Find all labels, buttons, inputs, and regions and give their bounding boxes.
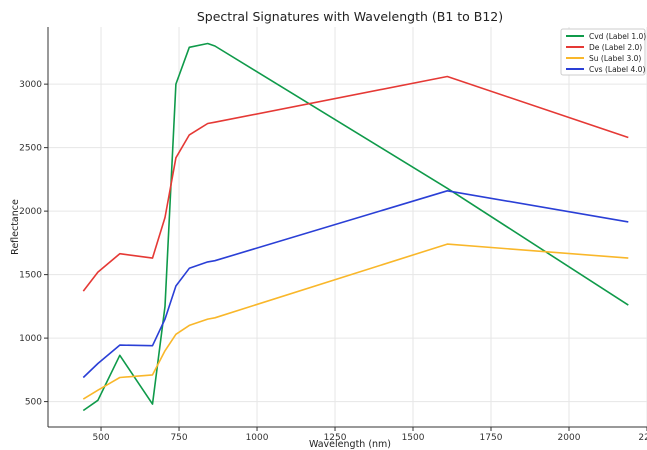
x-tick-label: 1500: [402, 433, 425, 443]
y-tick-label: 500: [25, 398, 42, 408]
x-tick-label: 1000: [246, 433, 269, 443]
grid: [48, 27, 647, 427]
x-tick-label: 1250: [324, 433, 347, 443]
y-axis-ticks: 500 1000 1500 2000 2500 3000: [19, 80, 48, 408]
legend-label-4: Cvs (Label 4.0): [589, 65, 645, 74]
series-line-3: [82, 243, 629, 400]
y-tick-label: 2000: [19, 207, 42, 217]
y-tick-label: 1500: [19, 271, 42, 281]
legend-box: [560, 28, 646, 76]
x-axis-label: Wavelength (nm): [309, 439, 391, 450]
y-tick-label: 1000: [19, 334, 42, 344]
x-tick-label: 2000: [558, 433, 581, 443]
series-group: [82, 42, 629, 412]
legend-label-1: Cvd (Label 1.0): [589, 32, 646, 41]
legend: Cvd (Label 1.0) De (Label 2.0) Su (Label 3…: [560, 28, 646, 76]
series-line-1: [82, 42, 629, 412]
series-line-4: [82, 190, 629, 379]
x-tick-label: 750: [170, 433, 187, 443]
legend-label-2: De (Label 2.0): [589, 43, 642, 52]
y-tick-label: 3000: [19, 80, 42, 90]
y-tick-label: 2500: [19, 144, 42, 154]
chart-title: Spectral Signatures with Wavelength (B1 …: [197, 9, 503, 24]
x-tick-label: 500: [92, 433, 109, 443]
x-tick-label: 1750: [480, 433, 503, 443]
y-axis-label: Reflectance: [10, 199, 21, 255]
x-axis-ticks: 500 750 1000 1250 1500 1750 2000 225: [92, 427, 647, 443]
series-line-2: [82, 75, 629, 292]
x-tick-label: 225: [638, 433, 647, 443]
legend-label-3: Su (Label 3.0): [589, 54, 641, 63]
